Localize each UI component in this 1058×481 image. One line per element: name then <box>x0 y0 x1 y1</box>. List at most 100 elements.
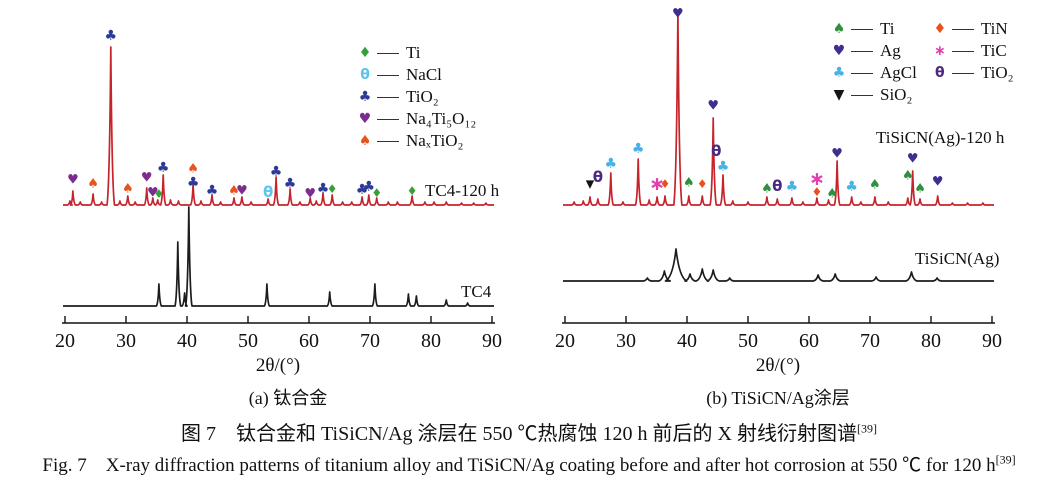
figure-caption-zh-ref: [39] <box>856 421 877 436</box>
legend-panel-b: ♠ Ti ♥ Ag ♣ AgCl ▼ SiO₂ ♦ TiN ∗ TiC θ TiO₂ <box>830 18 1014 106</box>
legend-item: ♦ TiN <box>931 18 1014 40</box>
phase-marker-♠-icon: ♠ <box>87 177 99 192</box>
legend-label: Ag <box>880 41 901 60</box>
figure-caption-zh-text: 图 7 钛合金和 TiSiCN/Ag 涂层在 550 ℃热腐蚀 120 h 前后… <box>181 423 857 445</box>
phase-marker-♣-icon: ♣ <box>356 182 369 198</box>
legend-item: θ TiO₂ <box>931 62 1014 84</box>
x-tick-label: 80 <box>421 330 441 352</box>
xrd-curve-1-0 <box>563 9 994 206</box>
phase-marker-♠-icon: ♠ <box>869 178 881 193</box>
curve-label-tc4: TC4 <box>461 282 492 301</box>
legend-marker-icon: θ <box>360 67 370 83</box>
x-tick-label: 30 <box>616 330 636 352</box>
legend-line <box>851 72 873 74</box>
phase-marker-♣-icon: ♣ <box>845 179 858 195</box>
legend-item: ∗ TiC <box>931 40 1014 62</box>
legend-item: ♥ Na₄Ti₅O₁₂ <box>356 108 477 130</box>
phase-marker-♣-icon: ♣ <box>317 181 330 197</box>
legend-label: TiN <box>980 19 1008 38</box>
phase-marker-♦-icon: ♦ <box>327 182 338 196</box>
legend-label: TiO₂ <box>980 63 1014 82</box>
phase-marker-♥-icon: ♥ <box>67 173 79 188</box>
legend-item: ▼ SiO₂ <box>830 84 917 106</box>
x-tick-label: 70 <box>360 330 380 352</box>
phase-marker-♣-icon: ♣ <box>270 164 283 180</box>
legend-column: ♦ Ti θ NaCl ♣ TiO₂ ♥ Na₄Ti₅O₁₂ ♠ NaₓTiO₂ <box>356 42 477 152</box>
phase-marker-♠-icon: ♠ <box>914 182 926 197</box>
x-tick-label: 90 <box>982 330 1002 352</box>
legend-marker-icon: θ <box>935 65 945 81</box>
phase-marker-♦-icon: ♦ <box>154 187 165 201</box>
phase-marker-♥-icon: ♥ <box>141 171 153 186</box>
x-tick-label: 70 <box>860 330 880 352</box>
phase-marker-♠-icon: ♠ <box>683 176 695 191</box>
legend-item: ♠ NaₓTiO₂ <box>356 130 476 152</box>
phase-marker-♥-icon: ♥ <box>831 147 843 162</box>
panel-caption-b: (b) TiSiCN/Ag涂层 <box>706 388 850 408</box>
legend-marker-icon: ♥ <box>832 43 846 59</box>
x-tick-label: 90 <box>482 330 502 352</box>
phase-marker-theta-icon: θ <box>593 168 603 186</box>
legend-marker-icon: ♠ <box>358 133 372 149</box>
phase-marker-theta-icon: θ <box>772 177 782 195</box>
phase-marker-theta-icon: θ <box>263 183 273 201</box>
phase-marker-♠-icon: ♠ <box>902 169 914 184</box>
legend-marker-icon: ♦ <box>933 21 947 37</box>
x-tick-label: 20 <box>55 330 75 352</box>
panel-caption-a: (a) 钛合金 <box>248 388 328 408</box>
legend-line <box>377 74 399 76</box>
phase-marker-♣-icon: ♣ <box>104 28 117 44</box>
phase-marker-♥-icon: ♥ <box>147 186 159 201</box>
legend-line <box>851 28 873 30</box>
legend-line <box>377 118 399 120</box>
phase-marker-♦-icon: ♦ <box>697 177 708 191</box>
phase-marker-♠-icon: ♠ <box>122 182 134 197</box>
legend-line <box>377 140 399 142</box>
legend-marker-icon: ♥ <box>358 111 372 127</box>
phase-marker-♦-icon: ♦ <box>371 186 382 200</box>
legend-marker-icon: ▼ <box>833 87 845 103</box>
legend-item: ♣ AgCl <box>830 62 917 84</box>
phase-marker-♣-icon: ♣ <box>717 159 730 175</box>
legend-item: ♣ TiO₂ <box>356 86 476 108</box>
legend-label: SiO₂ <box>880 85 913 104</box>
legend-item: θ NaCl <box>356 64 476 86</box>
legend-label: TiO₂ <box>406 87 439 106</box>
legend-line <box>851 50 873 52</box>
legend-line <box>951 50 974 52</box>
legend-line <box>851 94 873 96</box>
legend-label: Na₄Ti₅O₁₂ <box>406 109 477 128</box>
legend-column: ♠ Ti ♥ Ag ♣ AgCl ▼ SiO₂ <box>830 18 917 106</box>
legend-label: NaCl <box>406 65 442 84</box>
legend-column: ♦ TiN ∗ TiC θ TiO₂ <box>931 18 1014 106</box>
phase-marker-♣-icon: ♣ <box>157 160 170 176</box>
legend-marker-icon: ♣ <box>358 89 372 105</box>
legend-line <box>951 28 974 30</box>
phase-marker-♥-icon: ♥ <box>236 184 248 199</box>
legend-label: Ti <box>880 19 895 38</box>
x-tick-label: 60 <box>299 330 319 352</box>
phase-marker-♥-icon: ♥ <box>932 175 944 190</box>
xrd-plot-canvas: 20 30 40 50 60 70 80 90♥ ♠♣♠♥♥♦♣ ♠♣ ♣ ♠♥ θ♣♣♥ ♣♦ ♣♣♦ ♦2… <box>55 7 1002 353</box>
figure-caption-en-text: Fig. 7 X-ray diffraction patterns of tit… <box>42 455 996 476</box>
phase-marker-♣-icon: ♣ <box>786 179 799 195</box>
legend-label: TiC <box>980 41 1007 60</box>
phase-marker-theta-icon: θ <box>711 142 721 160</box>
phase-marker-♦-icon: ♦ <box>812 185 823 199</box>
phase-marker-♠-icon: ♠ <box>187 162 199 177</box>
phase-marker-triangle-icon: ▼ <box>586 178 595 191</box>
phase-marker-♣-icon: ♣ <box>206 183 219 199</box>
x-axis-label-b: 2θ/(°) <box>755 355 801 376</box>
xrd-curve-0-1 <box>63 206 494 307</box>
figure-caption-zh: 图 7 钛合金和 TiSiCN/Ag 涂层在 550 ℃热腐蚀 120 h 前后… <box>0 417 1058 446</box>
figure-caption-en: Fig. 7 X-ray diffraction patterns of tit… <box>0 450 1058 477</box>
phase-marker-♥-icon: ♥ <box>672 7 684 22</box>
phase-marker-♣-icon: ♣ <box>284 176 297 192</box>
x-tick-label: 80 <box>921 330 941 352</box>
phase-marker-♥-icon: ♥ <box>707 99 719 114</box>
legend-marker-icon: ♦ <box>358 45 372 61</box>
phase-marker-♣-icon: ♣ <box>187 175 200 191</box>
legend-marker-icon: ∗ <box>933 43 946 59</box>
x-tick-label: 60 <box>799 330 819 352</box>
